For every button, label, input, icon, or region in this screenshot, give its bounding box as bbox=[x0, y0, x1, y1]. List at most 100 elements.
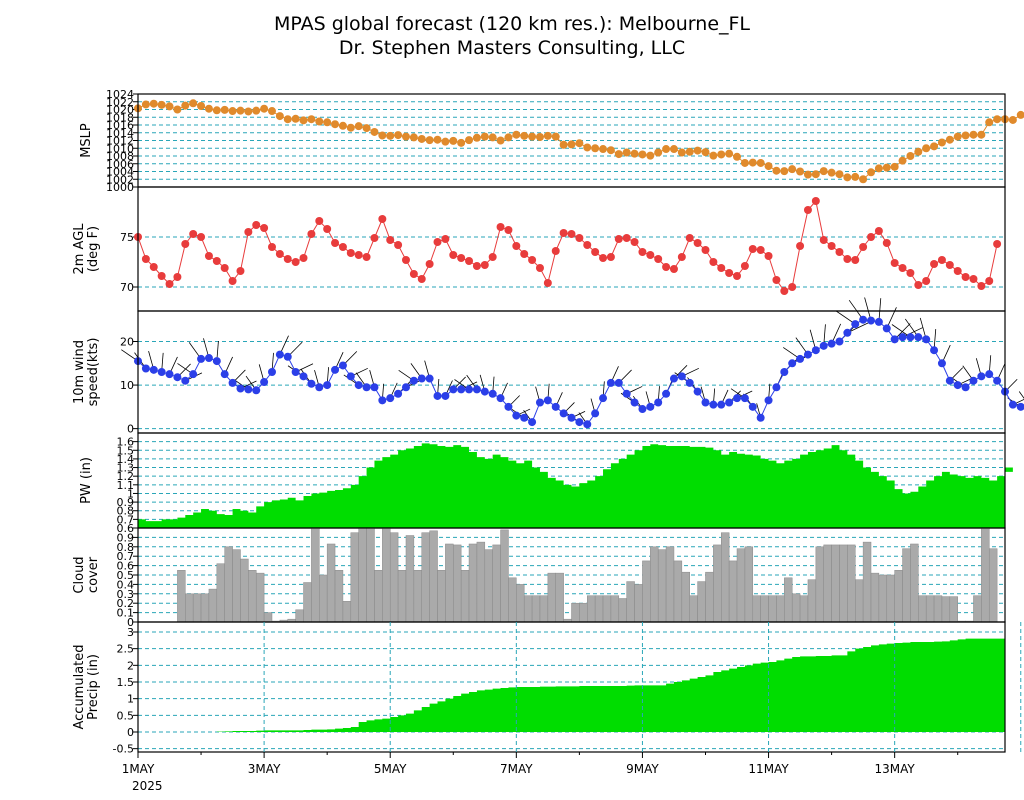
temp-point bbox=[488, 253, 497, 261]
mslp-point bbox=[165, 102, 174, 111]
pw-ytick-label: 1.6 bbox=[117, 436, 135, 449]
wind-point bbox=[685, 378, 694, 387]
mslp-ylabel: MSLP bbox=[79, 123, 94, 158]
wind-point bbox=[906, 333, 915, 342]
temp-point bbox=[733, 272, 742, 280]
cloud-bar bbox=[949, 596, 958, 623]
temp-point bbox=[197, 233, 206, 241]
mslp-point bbox=[1016, 110, 1024, 119]
wind-point bbox=[307, 379, 316, 388]
wind-point bbox=[930, 346, 939, 355]
cloud-bar bbox=[910, 543, 919, 623]
temp-point bbox=[204, 252, 213, 260]
mslp-point bbox=[441, 137, 450, 146]
mslp-point bbox=[591, 144, 600, 153]
cloud-bar bbox=[736, 548, 746, 623]
x-axis-year: 2025 bbox=[132, 779, 163, 793]
cloud-ylabel: cover bbox=[86, 556, 101, 593]
figure-subtitle: Dr. Stephen Masters Consulting, LLC bbox=[339, 37, 685, 59]
cloud-bar bbox=[602, 595, 612, 623]
mslp-point bbox=[859, 175, 868, 184]
mslp-point bbox=[622, 148, 631, 157]
wind-point bbox=[985, 370, 994, 379]
wind-point bbox=[480, 387, 489, 396]
wind-point bbox=[788, 359, 797, 368]
mslp-point bbox=[354, 122, 363, 131]
pw-area bbox=[138, 443, 1013, 528]
temp-point bbox=[756, 246, 765, 254]
cloud-bar bbox=[657, 549, 667, 623]
mslp-point bbox=[323, 118, 332, 127]
cloud-bar bbox=[334, 570, 344, 623]
cloud-bar bbox=[713, 544, 722, 623]
temp-point bbox=[662, 263, 671, 271]
wind-point bbox=[764, 396, 773, 405]
temp-point bbox=[338, 243, 347, 251]
cloud-bar bbox=[405, 535, 415, 623]
mslp-point bbox=[937, 138, 946, 147]
temp-point bbox=[543, 279, 552, 287]
cloud-bar bbox=[413, 570, 422, 623]
mslp-point bbox=[543, 131, 552, 140]
wind-point bbox=[465, 385, 474, 394]
pw-ytick-label: 0.9 bbox=[117, 496, 135, 509]
wind-point bbox=[212, 357, 221, 366]
wind-point bbox=[181, 376, 190, 385]
temp-point bbox=[772, 276, 781, 284]
mslp-point bbox=[835, 170, 844, 179]
mslp-ytick-label: 1024 bbox=[106, 88, 134, 101]
wind-point bbox=[362, 383, 371, 392]
temp-point bbox=[252, 221, 261, 229]
cloud-bar bbox=[886, 574, 895, 623]
temp-point bbox=[236, 267, 245, 275]
temp-point bbox=[654, 255, 663, 263]
x-tick-label: 7MAY bbox=[500, 762, 533, 776]
wind-point bbox=[236, 384, 245, 393]
temp-point bbox=[843, 255, 852, 263]
wind-point bbox=[1016, 402, 1024, 411]
x-tick-label: 3MAY bbox=[248, 762, 281, 776]
mslp-point bbox=[819, 167, 828, 176]
temp-ylabel: (deg F) bbox=[86, 226, 101, 272]
wind-point bbox=[654, 398, 663, 407]
wind-point bbox=[851, 320, 860, 329]
x-tick-label: 11MAY bbox=[748, 762, 789, 776]
wind-point bbox=[299, 372, 308, 381]
pw-ytick-label: 0.8 bbox=[117, 505, 135, 518]
mslp-point bbox=[520, 131, 529, 140]
cloud-bar bbox=[445, 543, 454, 623]
wind-point bbox=[275, 350, 284, 359]
cloud-bar bbox=[650, 546, 659, 623]
mslp-point bbox=[559, 140, 568, 149]
mslp-point bbox=[748, 158, 757, 167]
temp-point bbox=[882, 239, 891, 247]
wind-point bbox=[780, 368, 789, 376]
wind-point bbox=[725, 398, 734, 407]
temp-point bbox=[157, 272, 166, 280]
temp-point bbox=[740, 262, 749, 270]
wind-point bbox=[141, 364, 150, 373]
wind-ylabel: speed(kts) bbox=[86, 338, 101, 407]
cloud-bar bbox=[240, 558, 249, 623]
cloud-bar bbox=[933, 595, 943, 623]
panel-pw: 0.60.70.80.911.11.21.31.41.51.6 PW (in) bbox=[79, 432, 1013, 535]
temp-point bbox=[764, 252, 773, 260]
mslp-point bbox=[401, 132, 410, 141]
cloud-bar bbox=[618, 598, 627, 623]
mslp-point bbox=[788, 165, 797, 174]
cloud-bar bbox=[460, 570, 470, 623]
cloud-bar bbox=[571, 602, 580, 623]
temp-point bbox=[867, 233, 876, 241]
cloud-bar bbox=[799, 595, 809, 623]
wind-point bbox=[701, 398, 710, 407]
temp-point bbox=[614, 235, 623, 243]
cloud-bar bbox=[311, 527, 320, 623]
cloud-bar bbox=[216, 563, 225, 623]
temp-point bbox=[622, 234, 631, 242]
cloud-bar bbox=[823, 544, 832, 623]
wind-point bbox=[252, 386, 261, 395]
wind-point bbox=[945, 376, 954, 385]
wind-point bbox=[638, 405, 647, 414]
temp-ytick-label: 75 bbox=[120, 231, 134, 244]
temp-point bbox=[472, 262, 481, 270]
